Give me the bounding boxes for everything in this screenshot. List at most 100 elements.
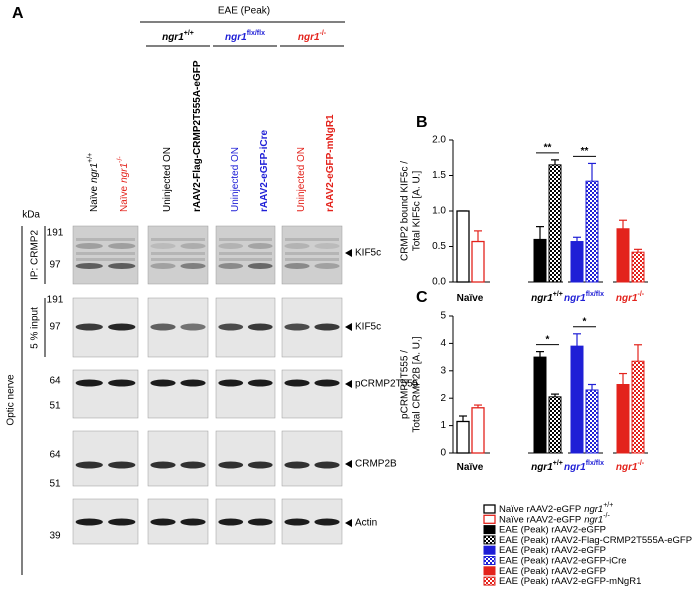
legend-swatch [483, 556, 496, 565]
band [314, 379, 340, 387]
x-tick-label: ngr1+/+ [531, 460, 563, 473]
band [180, 263, 206, 269]
target-label: pCRMP2T555 [355, 379, 419, 390]
blot [281, 430, 343, 487]
band [180, 243, 206, 249]
gene-name: ngr1 [89, 163, 100, 183]
band [247, 243, 273, 249]
significance-label: ** [544, 143, 552, 154]
genotype-sup: flx/flx [586, 291, 604, 298]
text-part: Naïve rAAV2-eGFP [499, 504, 581, 515]
smear [151, 252, 205, 255]
text-part: Uninjected ON [162, 147, 173, 212]
smear [151, 238, 205, 241]
bar [548, 396, 562, 454]
bar [548, 164, 562, 283]
band [75, 461, 103, 469]
bar [616, 384, 630, 454]
y-tick-label: 1.5 [432, 170, 446, 181]
mw-marker: 97 [49, 322, 61, 333]
band [218, 243, 244, 249]
text-part: rAAV2-Flag-CRMP2T555A-eGFP [192, 60, 203, 212]
gene-name: ngr1 [119, 163, 130, 183]
band [75, 243, 103, 249]
bar [631, 251, 645, 283]
lane-label: Uninjected ON [296, 147, 307, 212]
gene-name: ngr1 [564, 462, 586, 473]
bar [570, 241, 584, 283]
band [150, 323, 176, 331]
genotype-sup: flx/flx [247, 30, 265, 37]
band [180, 518, 206, 526]
lane-label: Naïve ngr1+/+ [87, 153, 100, 212]
blot [215, 369, 276, 419]
gene-name: ngr1 [584, 514, 603, 525]
band [218, 263, 244, 269]
x-tick-label: Naïve [457, 293, 484, 304]
y-tick-label: 2.0 [432, 135, 446, 146]
legend-label: EAE (Peak) rAAV2-eGFP-mNgR1 [499, 576, 641, 587]
band [180, 461, 206, 469]
x-tick-label: ngr1flx/flx [564, 291, 604, 304]
blot [72, 430, 139, 487]
smear [76, 258, 135, 261]
text-part: Naïve [119, 185, 130, 212]
y-axis-label: Total CRMP2B [A. U.] [412, 336, 423, 432]
band [284, 518, 310, 526]
band [150, 263, 176, 269]
y-axis-label: pCRMP2T555 / [400, 350, 411, 419]
text-part: Naïve [457, 293, 484, 304]
band [284, 243, 310, 249]
blot [215, 430, 276, 487]
legend-swatch [483, 535, 496, 545]
gene-name: ngr1 [616, 462, 638, 473]
panel-label: C [416, 289, 428, 306]
text-part: EAE (Peak) rAAV2-eGFP [499, 545, 606, 556]
y-tick-label: 0.5 [432, 241, 446, 252]
smear [285, 258, 339, 261]
band [108, 323, 136, 331]
band [108, 379, 136, 387]
arrowhead [345, 460, 352, 468]
panel-label: A [12, 5, 24, 22]
significance-label: * [583, 316, 587, 327]
genotype-sup: flx/flx [586, 460, 604, 467]
blot [147, 430, 209, 487]
legend-label: Naïve rAAV2-eGFP ngr1+/+ [499, 502, 613, 515]
text-part: Naïve rAAV2-eGFP [499, 514, 581, 525]
bar [616, 228, 630, 283]
mw-marker: 64 [49, 450, 61, 461]
text-part: Naïve [457, 462, 484, 473]
band [75, 263, 103, 269]
band [75, 379, 103, 387]
band [284, 461, 310, 469]
smear [219, 252, 272, 255]
legend-label: EAE (Peak) rAAV2-eGFP [499, 565, 606, 576]
band [75, 323, 103, 331]
y-tick-label: 0 [440, 448, 446, 459]
eae-header: EAE (Peak) [218, 6, 270, 17]
blot [72, 369, 139, 419]
significance-label: ** [581, 146, 589, 157]
genotype-sup: +/+ [553, 291, 563, 298]
tissue-label: Optic nerve [6, 374, 17, 426]
bar [631, 360, 645, 454]
x-tick-label: ngr1-/- [616, 291, 645, 304]
text-part: Uninjected ON [296, 147, 307, 212]
lane-label: rAAV2-eGFP-iCre [259, 130, 270, 212]
band [247, 461, 273, 469]
bar [456, 210, 470, 283]
band [247, 379, 273, 387]
band [218, 379, 244, 387]
mw-marker: 64 [49, 376, 61, 387]
target-label: Actin [355, 518, 377, 529]
bar [585, 180, 599, 283]
significance-label: * [546, 334, 550, 345]
mw-marker: 191 [47, 228, 64, 239]
band [247, 518, 273, 526]
y-axis-label: CRMP2 bound KIF5c / [400, 161, 411, 261]
mw-marker: 51 [49, 479, 61, 490]
smear [285, 238, 339, 241]
blot [147, 369, 209, 419]
